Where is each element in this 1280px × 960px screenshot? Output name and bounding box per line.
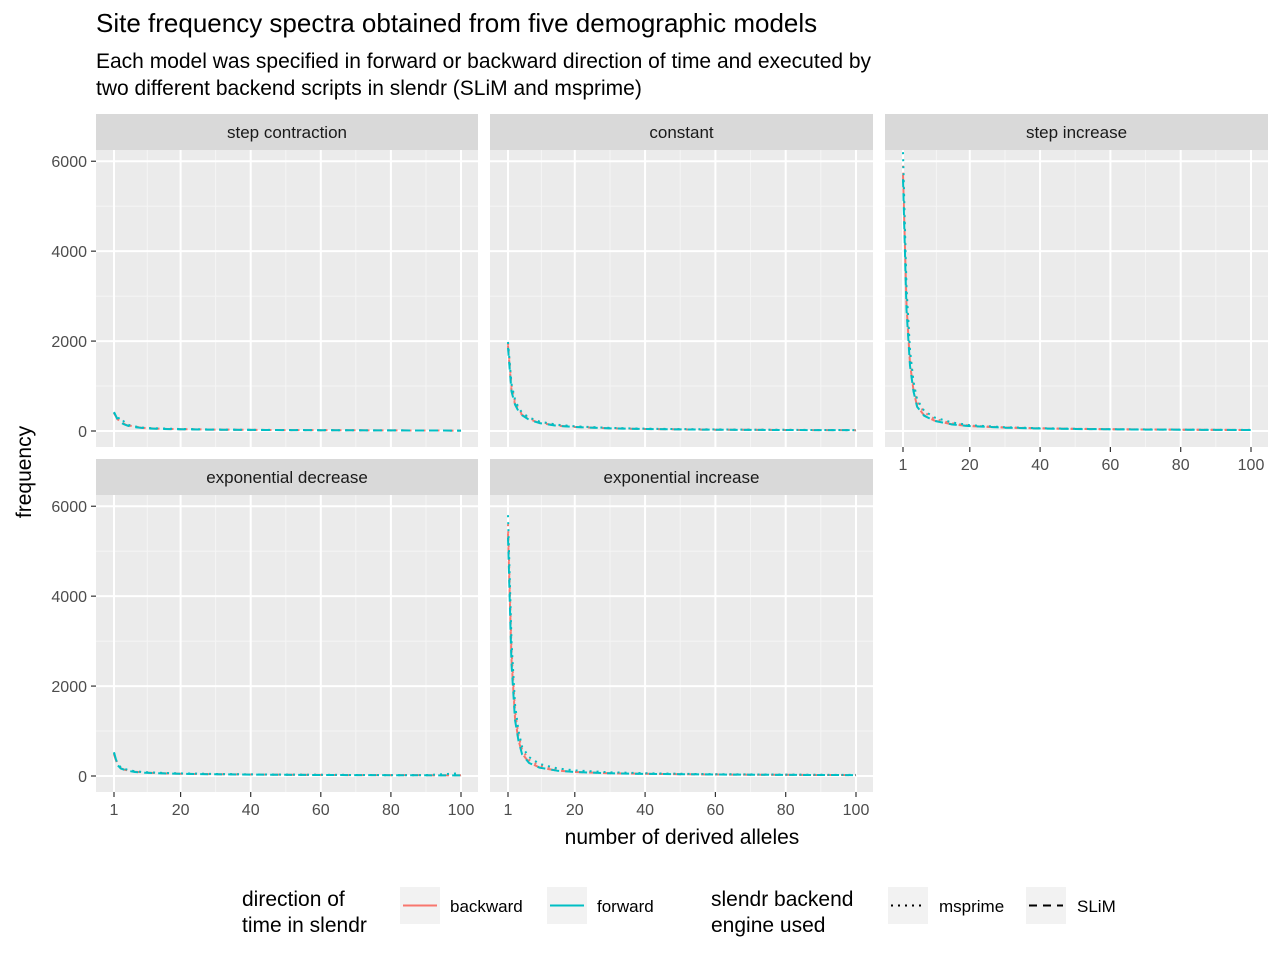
series-group-constant — [507, 341, 857, 432]
legend-label-backward: backward — [450, 897, 523, 916]
x-tick-label: 100 — [448, 802, 475, 819]
legend-color-title-line-2: time in slendr — [242, 914, 367, 937]
x-tick-label: 20 — [172, 802, 190, 819]
legend-linetype-title-line-1: slendr backend — [711, 888, 853, 911]
x-tick-label: 40 — [1031, 457, 1049, 474]
x-tick-label: 60 — [1101, 457, 1119, 474]
series-group-step-contraction — [113, 411, 462, 432]
strip-label-constant: constant — [649, 123, 714, 142]
legend-label-slim: SLiM — [1077, 897, 1116, 916]
legend-key-msprime — [888, 887, 928, 924]
legend: direction of time in slendr backward for… — [242, 887, 1116, 937]
x-tick-label: 60 — [706, 802, 724, 819]
strip-exponential-increase — [490, 459, 873, 495]
strip-constant — [490, 114, 873, 150]
x-tick-label: 40 — [242, 802, 260, 819]
legend-color-title-line-1: direction of — [242, 888, 345, 911]
chart-subtitle-line-1: Each model was specified in forward or b… — [96, 50, 872, 73]
x-tick-label: 60 — [312, 802, 330, 819]
series-group-exponential-increase — [507, 515, 857, 777]
x-tick-label: 80 — [1172, 457, 1190, 474]
x-tick-label: 20 — [961, 457, 979, 474]
y-tick-label: 6000 — [51, 499, 87, 516]
series-line-exponential-increase-forward-slim — [507, 537, 857, 777]
strip-exponential-decrease — [96, 459, 478, 495]
y-tick-label: 6000 — [51, 154, 87, 171]
chart-subtitle-line-2: two different backend scripts in slendr … — [96, 77, 642, 100]
y-tick-label: 2000 — [51, 679, 87, 696]
legend-label-forward: forward — [597, 897, 654, 916]
panel-constant: constant — [490, 114, 873, 447]
series-line-step-increase-forward-msprime — [902, 152, 1252, 431]
strip-step-contraction — [96, 114, 478, 150]
series-line-exponential-increase-backward-msprime — [507, 524, 857, 776]
panel-exponential-decrease: exponential decrease — [96, 459, 478, 792]
panel-background-step-increase — [885, 150, 1268, 447]
strip-label-exponential-decrease: exponential decrease — [206, 468, 368, 487]
panel-exponential-increase: exponential increase — [490, 459, 873, 792]
x-tick-label: 1 — [110, 802, 119, 819]
series-line-step-contraction-forward-slim — [113, 411, 462, 432]
x-tick-label: 80 — [382, 802, 400, 819]
strip-label-exponential-increase: exponential increase — [604, 468, 760, 487]
strip-label-step-increase: step increase — [1026, 123, 1127, 142]
x-axis-title: number of derived alleles — [565, 826, 800, 849]
x-tick-label: 1 — [899, 457, 908, 474]
y-axes: 0 2000 4000 6000 0 2000 4000 6000 — [51, 154, 96, 786]
x-tick-label: 20 — [566, 802, 584, 819]
series-line-step-contraction-forward-msprime — [113, 412, 462, 432]
panel-background-exponential-decrease — [96, 495, 478, 792]
series-line-constant-forward-msprime — [507, 341, 857, 432]
y-tick-label: 4000 — [51, 589, 87, 606]
y-axis-title: frequency — [13, 425, 36, 518]
series-group-step-increase — [902, 152, 1252, 431]
panel-step-contraction: step contraction — [96, 114, 478, 447]
x-tick-label: 100 — [843, 802, 870, 819]
strip-label-step-contraction: step contraction — [227, 123, 347, 142]
panel-background-exponential-increase — [490, 495, 873, 792]
x-tick-label: 100 — [1238, 457, 1265, 474]
facet-panels: step contraction constant step increase exp… — [96, 114, 1268, 792]
series-line-exponential-decrease-forward-slim — [113, 751, 462, 777]
y-tick-label: 0 — [78, 769, 87, 786]
panel-background-constant — [490, 150, 873, 447]
legend-label-msprime: msprime — [939, 897, 1004, 916]
x-tick-label: 80 — [777, 802, 795, 819]
strip-step-increase — [885, 114, 1268, 150]
panel-step-increase: step increase — [885, 114, 1268, 447]
x-tick-label: 1 — [504, 802, 513, 819]
chart-title: Site frequency spectra obtained from fiv… — [96, 8, 817, 38]
x-tick-label: 40 — [636, 802, 654, 819]
panel-background-step-contraction — [96, 150, 478, 447]
y-tick-label: 4000 — [51, 244, 87, 261]
y-tick-label: 2000 — [51, 334, 87, 351]
legend-linetype-title-line-2: engine used — [711, 914, 825, 937]
series-group-exponential-decrease — [113, 751, 462, 777]
y-tick-label: 0 — [78, 424, 87, 441]
